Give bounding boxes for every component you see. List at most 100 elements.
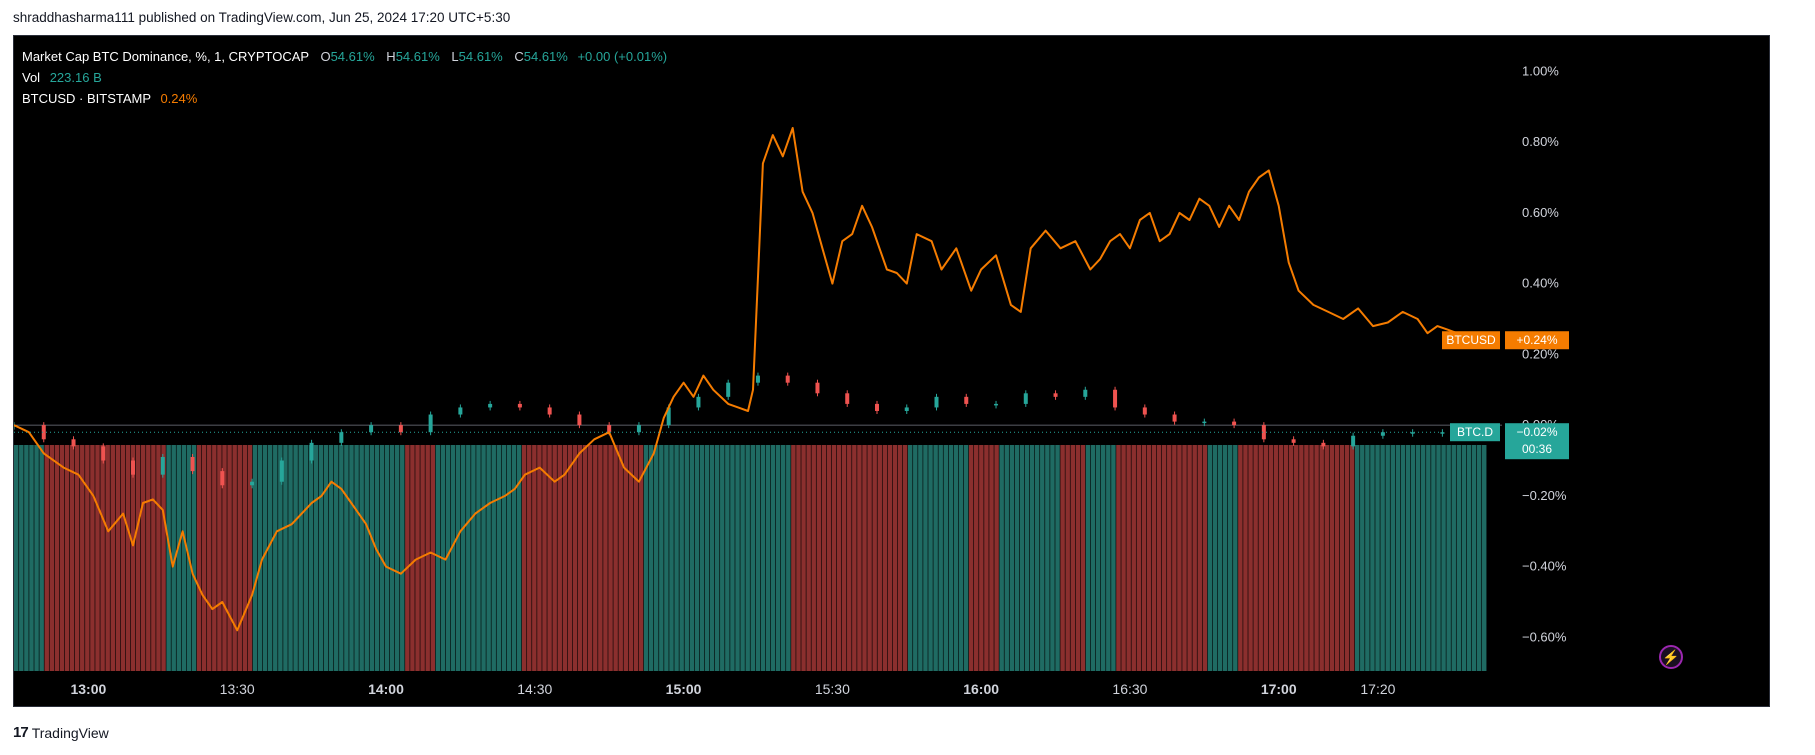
candle-body xyxy=(815,382,820,394)
volume-bar xyxy=(1238,445,1243,671)
candle-body xyxy=(190,456,195,472)
volume-bar xyxy=(593,445,598,671)
volume-bar xyxy=(1075,445,1081,671)
volume-bar xyxy=(1014,445,1020,671)
legend-compare-label[interactable]: BTCUSD · BITSTAMP xyxy=(22,91,151,106)
volume-bar xyxy=(1131,445,1136,671)
candle-body xyxy=(1142,407,1147,415)
candle-body xyxy=(309,442,314,461)
volume-bar xyxy=(471,445,476,671)
volume-bar xyxy=(476,445,481,671)
price-label-btcusd-value-bg xyxy=(1505,331,1569,350)
candle-body xyxy=(279,460,284,482)
x-tick-label: 16:30 xyxy=(1112,681,1147,697)
volume-bar xyxy=(1019,445,1025,671)
volume-bar xyxy=(288,445,293,671)
volume-bar xyxy=(598,445,603,671)
x-tick-label: 15:30 xyxy=(815,681,850,697)
volume-bar xyxy=(1243,445,1248,671)
legend-close-value: 54.61% xyxy=(523,49,568,64)
volume-bar xyxy=(521,445,527,671)
volume-bar xyxy=(567,445,573,671)
volume-bar xyxy=(1268,445,1274,671)
volume-bar xyxy=(222,445,227,671)
volume-bar xyxy=(648,445,654,671)
volume-bar xyxy=(49,445,55,671)
volume-bar xyxy=(654,445,659,671)
volume-bar xyxy=(425,445,430,671)
candle-body xyxy=(398,425,403,433)
volume-bar xyxy=(633,445,639,671)
legend-vol-label[interactable]: Vol xyxy=(22,70,41,85)
volume-bar xyxy=(328,445,334,671)
volume-bar xyxy=(95,445,100,671)
volume-bar xyxy=(1136,445,1142,671)
volume-bar xyxy=(527,445,532,671)
candle-body xyxy=(517,403,522,408)
volume-bar xyxy=(110,445,115,671)
price-label-btcd-name-bg xyxy=(1450,423,1500,442)
footer-brand[interactable]: 17 TradingView xyxy=(13,724,109,741)
volume-bar xyxy=(257,445,263,671)
x-tick-label: 17:20 xyxy=(1360,681,1395,697)
volume-bar xyxy=(887,445,893,671)
volume-bar xyxy=(623,445,629,671)
candle-body xyxy=(1410,432,1415,434)
volume-bar xyxy=(1095,445,1101,671)
volume-bar xyxy=(963,445,969,671)
volume-bar xyxy=(537,445,542,671)
chart-pane[interactable]: 1.00%0.80%0.60%0.40%0.20%0.00%−0.20%−0.4… xyxy=(13,35,1770,707)
volume-bar xyxy=(1202,445,1208,671)
volume-bar xyxy=(1431,445,1436,671)
volume-bar xyxy=(1451,445,1456,671)
y-tick-label: −0.20% xyxy=(1522,488,1567,503)
candle-body xyxy=(577,414,582,426)
price-label-btcd-value: −0.02% xyxy=(1516,425,1557,439)
volume-bar xyxy=(85,445,90,671)
x-tick-label: 13:30 xyxy=(220,681,255,697)
volume-bar xyxy=(572,445,578,671)
volume-bar xyxy=(608,445,613,671)
volume-bar xyxy=(130,445,136,671)
chart-legend: Market Cap BTC Dominance, %, 1, CRYPTOCA… xyxy=(22,46,667,109)
candle-body xyxy=(785,375,790,383)
volume-bar xyxy=(1121,445,1126,671)
volume-bar xyxy=(1273,445,1279,671)
candle-body xyxy=(547,407,552,415)
volume-bar xyxy=(1187,445,1192,671)
y-tick-label: 1.00% xyxy=(1522,63,1559,78)
volume-bar xyxy=(735,445,740,671)
volume-bar xyxy=(491,445,496,671)
volume-bar xyxy=(237,445,242,671)
volume-bar xyxy=(1466,445,1472,671)
volume-bar xyxy=(796,445,801,671)
volume-bar xyxy=(816,445,822,671)
candle-body xyxy=(904,407,909,411)
volume-bar xyxy=(516,445,522,671)
volume-bar xyxy=(933,445,938,671)
volume-bar xyxy=(69,445,75,671)
candle-body xyxy=(666,407,671,426)
chart-canvas[interactable]: 1.00%0.80%0.60%0.40%0.20%0.00%−0.20%−0.4… xyxy=(14,36,1771,708)
candle-body xyxy=(71,439,76,447)
volume-bar xyxy=(100,445,105,671)
volume-bar xyxy=(587,445,593,671)
volume-bar xyxy=(120,445,126,671)
volume-bar xyxy=(1222,445,1228,671)
volume-bar xyxy=(308,445,314,671)
volume-bar xyxy=(1080,445,1086,671)
volume-bar xyxy=(445,445,451,671)
price-label-btcusd-name-bg xyxy=(1442,331,1500,350)
volume-bar xyxy=(217,445,222,671)
publish-line: shraddhasharma111 published on TradingVi… xyxy=(13,10,511,25)
volume-bar xyxy=(618,445,623,671)
volume-bar xyxy=(496,445,502,671)
lightning-icon[interactable]: ⚡ xyxy=(1659,645,1683,669)
volume-bar xyxy=(125,445,131,671)
volume-bar xyxy=(1390,445,1396,671)
volume-bar xyxy=(298,445,303,671)
legend-main-title[interactable]: Market Cap BTC Dominance, %, 1, CRYPTOCA… xyxy=(22,49,309,64)
candle-body xyxy=(131,460,136,475)
volume-bar xyxy=(1319,445,1324,671)
volume-bar xyxy=(283,445,288,671)
